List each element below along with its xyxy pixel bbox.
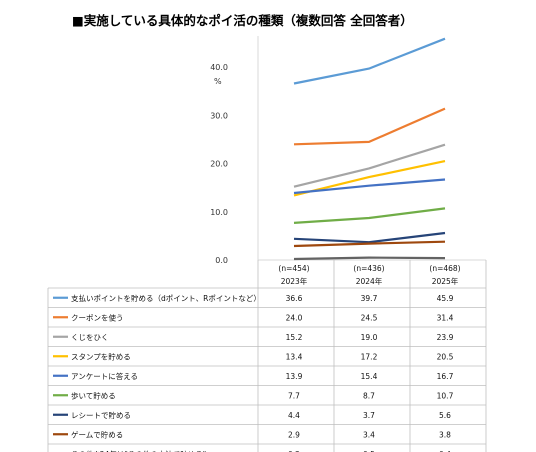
chart-title: ■実施している具体的なポイ活の種類（複数回答 全回答者） [72,13,413,28]
data-cell: 0.4 [439,450,451,452]
data-cell: 0.5 [363,450,375,452]
series-line [293,160,446,197]
data-cell: 4.4 [288,411,300,420]
data-cell: 16.7 [437,372,454,381]
legend-label: アンケートに答える [71,371,138,381]
data-cell: 2.9 [288,430,300,439]
y-axis-unit: % [214,77,222,86]
legend-label: その他※24年は"その他の方法で貯める" [71,449,206,452]
data-cell: 24.0 [286,313,303,322]
data-cell: 36.6 [286,294,303,303]
plot-area: 0.0 10.0 20.0 30.0 40.0 [210,36,486,265]
data-cell: 19.0 [361,333,378,342]
year-label: 2024年 [356,276,383,286]
data-cell: 23.9 [437,333,454,342]
data-cell: 15.2 [286,333,303,342]
data-table: (n=454) (n=436) (n=468) 2023年 2024年 2025年支払いポ… [47,260,487,452]
data-cell: 15.4 [361,372,378,381]
data-cell: 45.9 [437,294,454,303]
data-cell: 13.4 [286,352,303,361]
legend-label: スタンプを貯める [71,351,131,361]
y-tick-label: 30.0 [210,111,228,120]
data-cell: 10.7 [437,391,454,400]
legend-label: ゲームで貯める [71,429,123,439]
year-label: 2025年 [432,276,459,286]
series-line [293,240,446,248]
year-label: 2023年 [281,276,308,286]
data-cell: 3.4 [363,430,375,439]
legend-label: クーポンを使う [71,312,124,322]
data-cell: 7.7 [288,391,300,400]
y-tick-label: 10.0 [210,208,228,217]
series-line [293,231,446,244]
series-line [293,207,446,224]
data-cell: 3.8 [439,430,451,439]
series-line [293,37,446,85]
legend-label: くじをひく [71,333,109,342]
data-cell: 5.6 [439,411,451,420]
series-line [293,256,446,261]
series-line [293,178,446,195]
legend-label: レシートで貯める [71,410,131,420]
y-tick-label: 40.0 [210,63,228,72]
data-cell: 13.9 [286,372,303,381]
data-cell: 31.4 [437,313,454,322]
data-cell: 24.5 [361,313,378,322]
sample-size-label: (n=436) [353,264,384,273]
data-cell: 39.7 [361,294,378,303]
data-cell: 20.5 [437,352,454,361]
data-cell: 3.7 [363,411,375,420]
y-tick-label: 20.0 [210,160,228,169]
data-cell: 0.2 [288,450,300,452]
data-cell: 17.2 [361,352,378,361]
legend-label: 支払いポイントを貯める（dポイント、Rポイントなど） [71,293,261,303]
legend-label: 歩いて貯める [71,390,116,400]
data-cell: 8.7 [363,391,375,400]
y-tick-label: 0.0 [215,256,228,265]
series-line [293,107,446,146]
sample-size-label: (n=454) [278,264,309,273]
sample-size-label: (n=468) [429,264,460,273]
series-line [293,143,446,188]
